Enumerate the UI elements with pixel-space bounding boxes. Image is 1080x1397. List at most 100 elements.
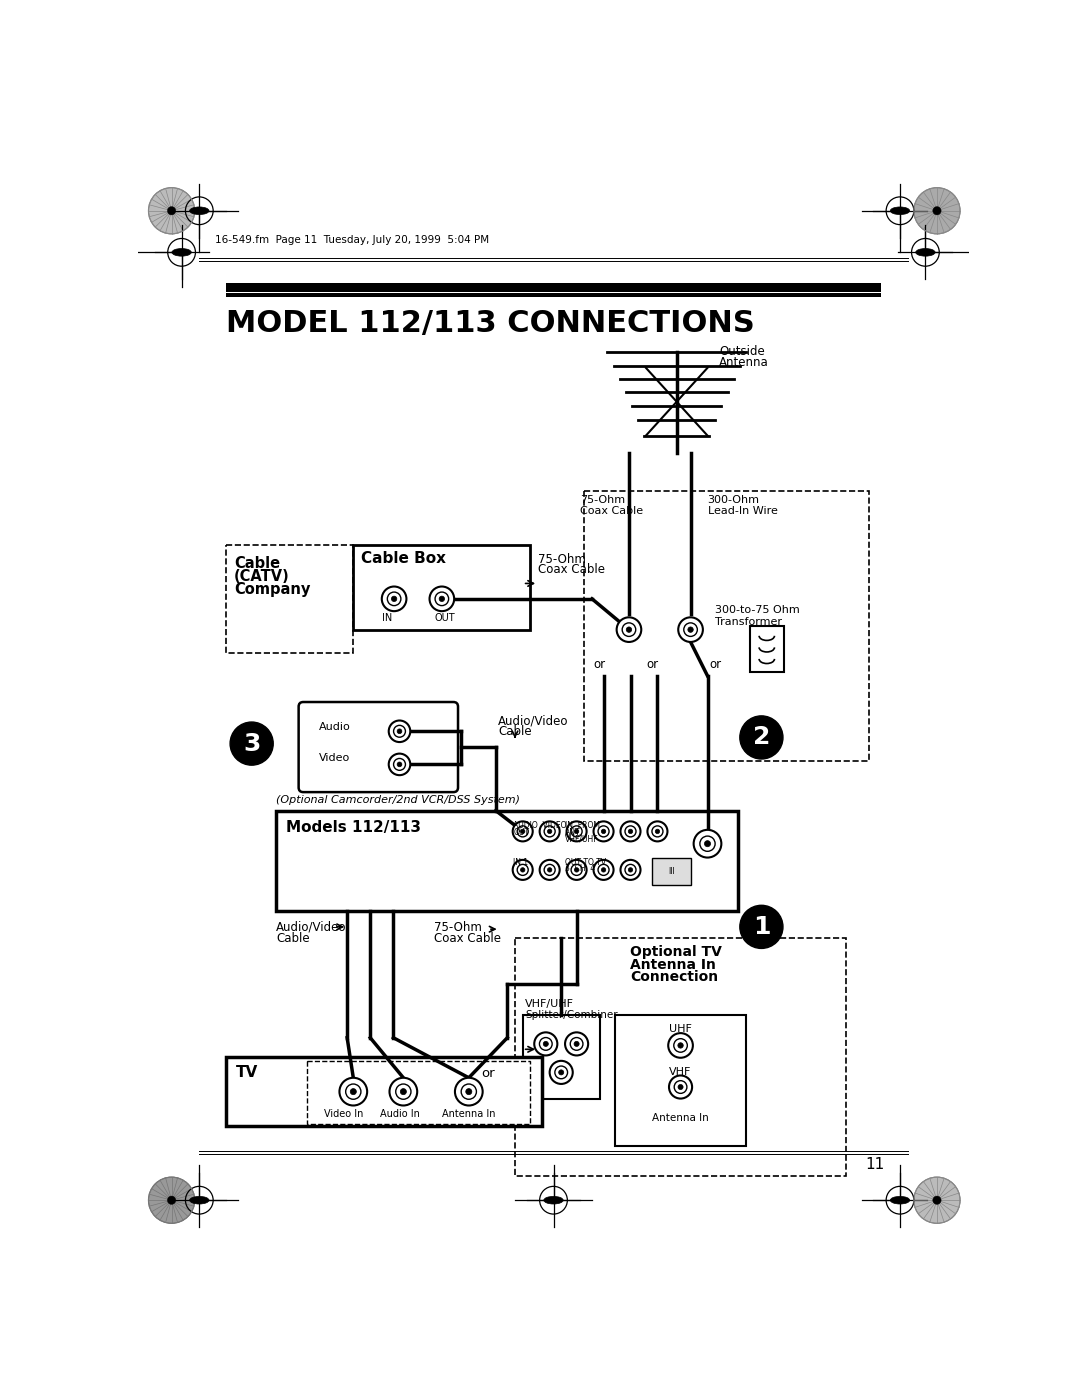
Text: VHF/UHF: VHF/UHF: [565, 834, 598, 844]
Circle shape: [674, 1038, 687, 1052]
Text: 3: 3: [243, 732, 260, 756]
Text: ANT.: ANT.: [565, 827, 582, 837]
Circle shape: [621, 861, 640, 880]
Text: Video In: Video In: [324, 1109, 364, 1119]
Text: Antenna In: Antenna In: [631, 958, 716, 972]
Circle shape: [933, 207, 941, 215]
Circle shape: [622, 623, 636, 637]
Text: Coax Cable: Coax Cable: [434, 932, 501, 946]
Circle shape: [540, 821, 559, 841]
Circle shape: [617, 617, 642, 643]
Circle shape: [535, 1032, 557, 1056]
Circle shape: [167, 1196, 176, 1204]
Circle shape: [678, 1084, 683, 1090]
Text: Lead-In Wire: Lead-In Wire: [707, 507, 778, 517]
Circle shape: [602, 830, 606, 834]
Circle shape: [339, 1077, 367, 1105]
Circle shape: [575, 868, 579, 872]
Ellipse shape: [190, 207, 210, 215]
Text: 1: 1: [753, 915, 770, 939]
Text: Coax Cable: Coax Cable: [538, 563, 605, 577]
Circle shape: [540, 861, 559, 880]
Circle shape: [390, 1077, 417, 1105]
Circle shape: [555, 1066, 568, 1078]
Circle shape: [693, 830, 721, 858]
Circle shape: [598, 865, 609, 876]
FancyBboxPatch shape: [299, 703, 458, 792]
Ellipse shape: [916, 249, 935, 256]
Circle shape: [688, 627, 693, 633]
Circle shape: [571, 826, 582, 837]
Circle shape: [567, 861, 586, 880]
Circle shape: [914, 187, 960, 233]
Text: IN: IN: [382, 613, 392, 623]
Text: Connection: Connection: [631, 970, 718, 983]
Ellipse shape: [172, 249, 191, 256]
Circle shape: [435, 592, 448, 606]
Text: (Optional Camcorder/2nd VCR/DSS System): (Optional Camcorder/2nd VCR/DSS System): [276, 795, 521, 805]
Circle shape: [550, 1060, 572, 1084]
Circle shape: [230, 722, 273, 766]
Circle shape: [388, 592, 401, 606]
Circle shape: [669, 1034, 693, 1058]
Text: or: or: [594, 658, 606, 671]
Text: or: or: [647, 658, 659, 671]
Circle shape: [548, 868, 552, 872]
Text: 75-Ohm: 75-Ohm: [580, 495, 625, 504]
Text: OUT TO TV: OUT TO TV: [565, 858, 606, 866]
Text: MODEL 112/113 CONNECTIONS: MODEL 112/113 CONNECTIONS: [226, 309, 755, 338]
Circle shape: [393, 725, 405, 738]
Circle shape: [684, 623, 698, 637]
Bar: [523, 1014, 599, 1099]
Circle shape: [598, 826, 609, 837]
Bar: [515, 937, 846, 1176]
Text: or: or: [482, 1067, 495, 1080]
Circle shape: [395, 1084, 411, 1099]
Circle shape: [625, 865, 636, 876]
Circle shape: [571, 865, 582, 876]
Circle shape: [602, 868, 606, 872]
Circle shape: [558, 1070, 564, 1074]
Circle shape: [565, 1032, 589, 1056]
Circle shape: [517, 865, 528, 876]
Circle shape: [656, 830, 660, 834]
Circle shape: [594, 861, 613, 880]
Text: Antenna: Antenna: [719, 355, 769, 369]
Circle shape: [430, 587, 455, 610]
Circle shape: [401, 1088, 406, 1095]
Circle shape: [167, 207, 176, 215]
Circle shape: [393, 759, 405, 770]
Circle shape: [625, 826, 636, 837]
Circle shape: [626, 627, 632, 633]
Bar: [616, 1014, 746, 1146]
Circle shape: [548, 830, 552, 834]
Text: Outside: Outside: [719, 345, 765, 358]
Circle shape: [740, 905, 783, 949]
Circle shape: [570, 1038, 583, 1051]
Circle shape: [461, 1084, 476, 1099]
Circle shape: [652, 826, 663, 837]
Text: UHF: UHF: [670, 1024, 692, 1034]
Circle shape: [513, 861, 532, 880]
Circle shape: [513, 821, 532, 841]
Bar: [353, 545, 530, 630]
Bar: [226, 1058, 542, 1126]
Text: Audio/Video: Audio/Video: [498, 714, 568, 728]
Circle shape: [567, 821, 586, 841]
Text: Cable Box: Cable Box: [361, 550, 446, 566]
Circle shape: [465, 1088, 472, 1095]
Circle shape: [148, 1178, 194, 1224]
Text: Audio In: Audio In: [379, 1109, 419, 1119]
Circle shape: [391, 597, 396, 602]
Text: Cable: Cable: [276, 932, 310, 946]
Circle shape: [740, 715, 783, 759]
Text: Cable: Cable: [498, 725, 531, 738]
Text: 11: 11: [865, 1157, 885, 1172]
Text: 300-Ohm: 300-Ohm: [707, 495, 759, 504]
Circle shape: [629, 830, 633, 834]
Circle shape: [346, 1084, 361, 1099]
Text: or: or: [710, 658, 721, 671]
Circle shape: [543, 1041, 549, 1046]
Circle shape: [678, 617, 703, 643]
Circle shape: [669, 1076, 692, 1098]
